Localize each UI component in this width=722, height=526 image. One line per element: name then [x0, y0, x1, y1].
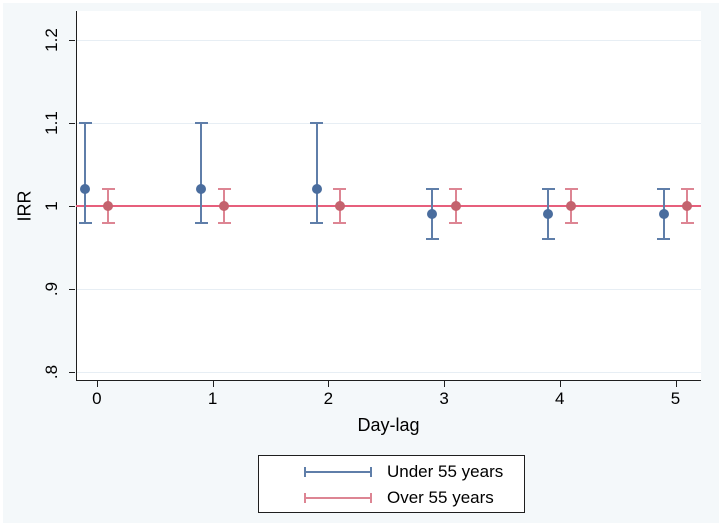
error-bar-cap-top — [101, 188, 115, 191]
y-tick-label: .9 — [42, 281, 61, 296]
legend-entry-label: Over 55 years — [387, 488, 494, 507]
x-tick-mark — [444, 381, 446, 387]
x-tick-mark — [328, 381, 330, 387]
data-point-marker — [219, 200, 230, 211]
error-bar-cap-bottom — [217, 221, 231, 224]
data-point-marker — [658, 209, 669, 220]
reference-line — [76, 204, 701, 207]
error-bar-cap-top — [657, 188, 671, 191]
error-bar-cap-top — [449, 188, 463, 191]
x-axis-title: Day-lag — [357, 415, 420, 435]
x-tick-label: 2 — [323, 389, 334, 408]
data-point-marker — [450, 200, 461, 211]
data-point-marker — [543, 209, 554, 220]
error-bar-cap-top — [541, 188, 555, 191]
x-tick-label: 1 — [207, 389, 218, 408]
legend-symbol-line — [304, 493, 372, 503]
error-bar-cap-top — [564, 188, 578, 191]
data-point-marker — [103, 200, 114, 211]
y-tick-mark — [69, 122, 75, 124]
y-tick-mark — [69, 40, 75, 42]
y-gridline — [77, 288, 701, 290]
error-bar-cap-bottom — [680, 221, 694, 224]
legend-entry: Under 55 years — [259, 459, 524, 485]
error-bar-cap-bottom — [101, 221, 115, 224]
error-bar-cap-bottom — [310, 221, 324, 224]
error-bar-cap-bottom — [449, 221, 463, 224]
y-tick-mark — [69, 288, 75, 290]
error-bar-cap-top — [425, 188, 439, 191]
data-point-marker — [311, 184, 322, 195]
x-tick-label: 3 — [439, 389, 449, 408]
data-point-marker — [682, 200, 693, 211]
y-tick-label: 1 — [42, 201, 61, 211]
error-bar-line — [84, 122, 87, 223]
data-point-marker — [427, 209, 438, 220]
error-bar-cap-bottom — [78, 221, 92, 224]
y-tick-mark — [69, 371, 75, 373]
error-bar-cap-bottom — [425, 238, 439, 241]
y-tick-mark — [69, 205, 75, 207]
data-point-marker — [80, 184, 91, 195]
data-point-marker — [196, 184, 206, 195]
error-bar-cap-top — [680, 188, 694, 191]
legend-entry-label: Under 55 years — [387, 462, 504, 481]
y-tick-label: 1.1 — [42, 111, 61, 135]
x-tick-mark — [675, 381, 677, 387]
error-bar-line — [200, 122, 202, 223]
error-bar-line — [315, 122, 318, 223]
error-bar-cap-top — [217, 188, 231, 191]
y-tick-label: .8 — [42, 364, 61, 379]
error-bar-cap-bottom — [564, 221, 578, 224]
x-tick-label: 0 — [92, 389, 102, 408]
x-tick-mark — [212, 381, 214, 387]
error-bar-cap-bottom — [333, 221, 347, 224]
y-gridline — [77, 371, 701, 373]
plot-area — [76, 11, 701, 381]
y-tick-label: 1.2 — [42, 28, 61, 52]
x-tick-mark — [559, 381, 561, 387]
error-bar-cap-bottom — [194, 221, 208, 224]
error-bar-cap-bottom — [541, 238, 555, 241]
data-point-marker — [566, 200, 577, 211]
error-bar-cap-top — [78, 121, 92, 124]
x-tick-label: 4 — [555, 389, 565, 408]
legend-box: Under 55 years Over 55 years — [258, 455, 525, 513]
y-axis-title: IRR — [14, 190, 35, 222]
x-tick-label: 5 — [670, 389, 681, 408]
error-bar-cap-bottom — [657, 238, 671, 241]
error-bar-cap-top — [333, 188, 347, 191]
error-bar-cap-top — [194, 121, 208, 124]
error-bar-cap-top — [310, 121, 324, 124]
legend-entry: Over 55 years — [259, 485, 524, 511]
y-gridline — [77, 40, 701, 42]
x-tick-mark — [96, 381, 98, 387]
legend-symbol-line — [304, 467, 372, 477]
data-point-marker — [334, 200, 345, 211]
y-gridline — [77, 122, 701, 124]
